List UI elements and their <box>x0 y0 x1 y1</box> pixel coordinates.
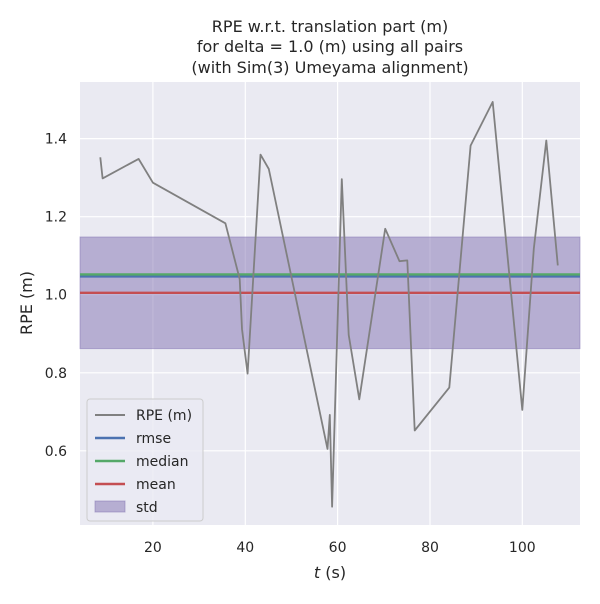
y-tick-label: 0.6 <box>45 444 67 460</box>
y-tick-label: 1.2 <box>45 210 67 226</box>
x-tick-labels: 20 40 60 80 100 <box>144 540 536 556</box>
rpe-series-line <box>99 101 559 508</box>
legend-median-label: median <box>136 454 188 470</box>
x-axis-label: t (s) <box>314 563 346 582</box>
legend-box <box>86 398 204 522</box>
chart-title-line-1: RPE w.r.t. translation part (m) <box>212 17 448 36</box>
x-tick-label: 80 <box>421 540 439 556</box>
legend-mean-label: mean <box>136 477 176 493</box>
legend-std-label: std <box>136 500 158 516</box>
x-tick-label: 60 <box>329 540 347 556</box>
legend-std-swatch <box>94 500 126 513</box>
y-tick-label: 1.0 <box>45 288 67 304</box>
legend: RPE (m) rmse median mean std <box>86 398 204 522</box>
x-tick-label: 20 <box>144 540 162 556</box>
chart-title-line-3: (with Sim(3) Umeyama alignment) <box>191 58 468 77</box>
y-tick-label: 1.4 <box>45 132 67 148</box>
legend-rmse-label: rmse <box>136 431 171 447</box>
x-tick-label: 40 <box>236 540 254 556</box>
legend-rpe-label: RPE (m) <box>136 408 192 424</box>
y-tick-labels: 0.6 0.8 1.0 1.2 1.4 <box>45 132 67 460</box>
x-tick-label: 100 <box>509 540 536 556</box>
y-axis-label: RPE (m) <box>17 271 36 335</box>
chart-title-line-2: for delta = 1.0 (m) using all pairs <box>197 37 463 56</box>
y-tick-label: 0.8 <box>45 366 67 382</box>
